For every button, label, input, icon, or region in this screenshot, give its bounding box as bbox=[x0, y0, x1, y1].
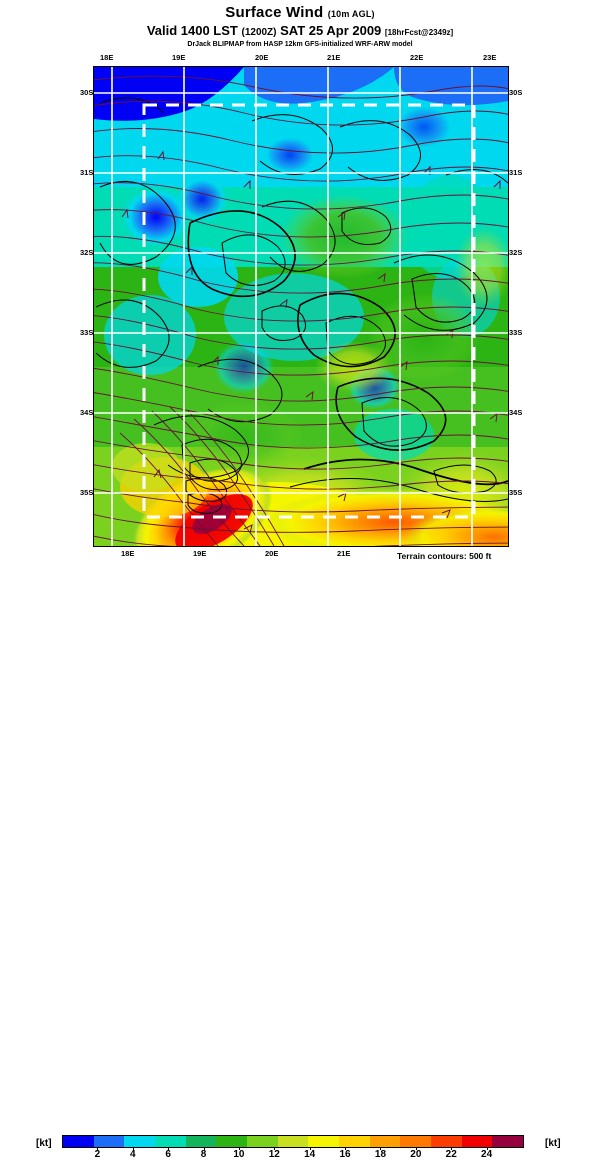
x-tick-bottom-0: 18E bbox=[121, 549, 135, 558]
y-tick-right-1: 31S bbox=[509, 168, 523, 177]
colorbar-ticklabel-10: 22 bbox=[445, 1149, 457, 1160]
y-tick-right-3: 33S bbox=[509, 328, 523, 337]
colorbar-legend: [kt] [kt] 2 4 6 8 10 12 14 16 18 20 22 24 bbox=[0, 566, 600, 1160]
y-tick-left-0: 30S bbox=[80, 88, 94, 97]
colorbar-unit-right: [kt] bbox=[545, 1138, 561, 1149]
colorbar-ticklabel-7: 16 bbox=[339, 1149, 351, 1160]
y-tick-left-2: 32S bbox=[80, 248, 94, 257]
title-main-sub: (10m AGL) bbox=[327, 9, 375, 19]
y-tick-left-4: 34S bbox=[80, 408, 94, 417]
x-tick-bottom-2: 20E bbox=[265, 549, 279, 558]
forecast-tag: [18hrFcst@2349z] bbox=[384, 28, 454, 37]
colorbar-ticklabel-8: 18 bbox=[374, 1149, 387, 1160]
x-tick-top-4: 22E bbox=[410, 53, 424, 62]
colorbar-ticklabel-3: 8 bbox=[200, 1149, 207, 1160]
x-tick-top-5: 23E bbox=[483, 53, 497, 62]
y-tick-right-4: 34S bbox=[509, 408, 523, 417]
colorbar-ticklabel-4: 10 bbox=[233, 1149, 245, 1160]
colorbar-unit-left: [kt] bbox=[36, 1138, 52, 1149]
y-tick-left-3: 33S bbox=[80, 328, 94, 337]
terrain-contour-note: Terrain contours: 500 ft bbox=[397, 551, 492, 561]
forecast-subdomain-box bbox=[142, 103, 476, 519]
title-block: Surface Wind (10m AGL) Valid 1400 LST (1… bbox=[0, 4, 600, 50]
valid-prefix: Valid 1400 LST bbox=[146, 23, 238, 38]
x-tick-bottom-1: 19E bbox=[193, 549, 207, 558]
title-main: Surface Wind bbox=[225, 4, 324, 21]
x-tick-top-0: 18E bbox=[100, 53, 114, 62]
y-tick-right-0: 30S bbox=[509, 88, 523, 97]
valid-date: SAT 25 Apr 2009 bbox=[280, 23, 382, 38]
colorbar-ticklabel-9: 20 bbox=[410, 1149, 422, 1160]
colorbar-ticklabel-1: 4 bbox=[129, 1149, 136, 1160]
valid-time-line: Valid 1400 LST (1200Z) SAT 25 Apr 2009 [… bbox=[0, 23, 600, 40]
x-tick-top-1: 19E bbox=[172, 53, 186, 62]
x-tick-top-2: 20E bbox=[255, 53, 269, 62]
y-tick-right-2: 32S bbox=[509, 248, 523, 257]
colorbar-ticklabel-6: 14 bbox=[304, 1149, 316, 1160]
x-tick-bottom-3: 21E bbox=[337, 549, 351, 558]
wind-map-plot bbox=[93, 66, 509, 547]
y-tick-left-1: 31S bbox=[80, 168, 94, 177]
colorbar-ticklabel-2: 6 bbox=[165, 1149, 171, 1160]
colorbar-ticklabel-5: 12 bbox=[268, 1149, 280, 1160]
terrain-contours bbox=[95, 97, 508, 514]
y-tick-right-5: 35S bbox=[509, 488, 523, 497]
x-tick-top-3: 21E bbox=[327, 53, 341, 62]
colorbar-ticklabel-11: 24 bbox=[481, 1149, 493, 1160]
valid-zulu: (1200Z) bbox=[241, 27, 277, 38]
y-tick-left-5: 35S bbox=[80, 488, 94, 497]
model-source-line: DrJack BLIPMAP from HASP 12km GFS-initia… bbox=[187, 41, 413, 48]
lat-lon-graticule bbox=[94, 67, 508, 546]
colorbar-ticklabel-0: 2 bbox=[94, 1149, 101, 1160]
page-title: Surface Wind (10m AGL) bbox=[0, 4, 600, 23]
colorbar-ticks: 2 4 6 8 10 12 14 16 18 20 22 24 bbox=[62, 1146, 522, 1162]
